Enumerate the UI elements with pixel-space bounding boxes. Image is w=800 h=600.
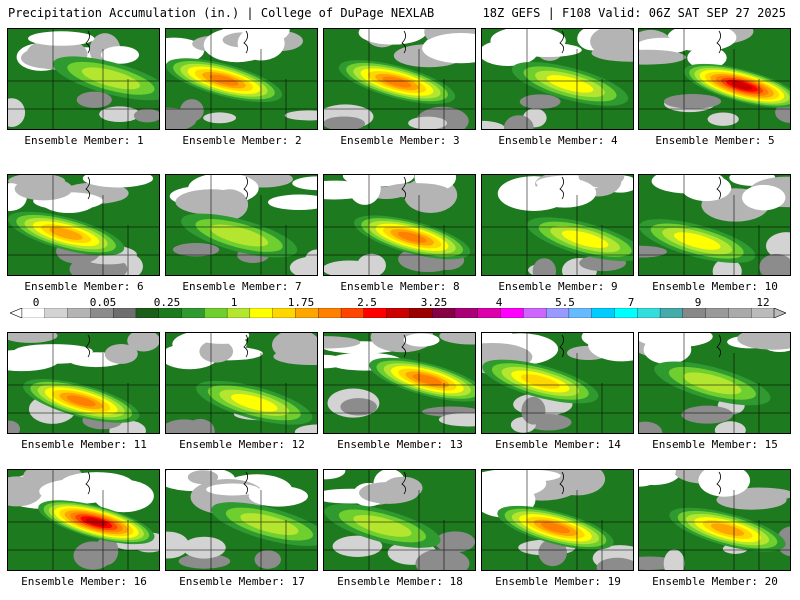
ensemble-member-map [7,174,160,276]
colorbar-tick-label: 12 [756,296,770,309]
ensemble-member-label: Ensemble Member: 2 [182,134,302,147]
ensemble-member-map [481,332,634,434]
ensemble-member-map [481,28,634,130]
ensemble-member-map [323,174,476,276]
colorbar-tick-label: 4 [495,296,503,309]
ensemble-member-map [638,28,791,130]
colorbar-tick-label: 2.5 [357,296,377,309]
ensemble-member-map [638,332,791,434]
colorbar-tick-label: 3.25 [420,296,448,309]
ensemble-member-label: Ensemble Member: 20 [652,575,778,588]
ensemble-member-map [638,174,791,276]
colorbar-tick-label: 5.5 [555,296,575,309]
ensemble-member-label: Ensemble Member: 13 [337,438,463,451]
colorbar-tick-label: 0 [32,296,40,309]
ensemble-member-label: Ensemble Member: 3 [340,134,460,147]
colorbar-tick-label: 1 [230,296,238,309]
ensemble-member-map [638,469,791,571]
ensemble-member-label: Ensemble Member: 18 [337,575,463,588]
colorbar-tick-label: 1.75 [287,296,315,309]
ensemble-member-label: Ensemble Member: 17 [179,575,305,588]
colorbar-tick-label: 9 [694,296,702,309]
ensemble-member-map [165,332,318,434]
header-title: Precipitation Accumulation (in.) | Colle… [8,6,435,20]
ensemble-member-label: Ensemble Member: 12 [179,438,305,451]
ensemble-member-label: Ensemble Member: 15 [652,438,778,451]
ensemble-member-label: Ensemble Member: 5 [655,134,775,147]
ensemble-member-map [323,332,476,434]
ensemble-member-label: Ensemble Member: 14 [495,438,621,451]
ensemble-member-label: Ensemble Member: 1 [24,134,144,147]
ensemble-member-map [481,174,634,276]
ensemble-member-map [7,28,160,130]
ensemble-member-map [7,332,160,434]
colorbar-tick-label: 0.05 [89,296,117,309]
ensemble-member-map [165,174,318,276]
ensemble-member-label: Ensemble Member: 19 [495,575,621,588]
colorbar-tick-label: 7 [627,296,635,309]
ensemble-member-label: Ensemble Member: 16 [21,575,147,588]
ensemble-member-map [7,469,160,571]
ensemble-member-map [323,28,476,130]
ensemble-member-map [323,469,476,571]
ensemble-member-label: Ensemble Member: 8 [340,280,460,293]
ensemble-member-label: Ensemble Member: 10 [652,280,778,293]
ensemble-member-map [165,28,318,130]
colorbar-tick-label: 0.25 [153,296,181,309]
ensemble-member-label: Ensemble Member: 9 [498,280,618,293]
ensemble-member-label: Ensemble Member: 11 [21,438,147,451]
ensemble-member-label: Ensemble Member: 4 [498,134,618,147]
ensemble-member-label: Ensemble Member: 6 [24,280,144,293]
ensemble-member-map [165,469,318,571]
ensemble-member-label: Ensemble Member: 7 [182,280,302,293]
precip-colorbar [10,308,786,318]
header-run-info: 18Z GEFS | F108 Valid: 06Z SAT SEP 27 20… [482,6,786,20]
ensemble-member-map [481,469,634,571]
